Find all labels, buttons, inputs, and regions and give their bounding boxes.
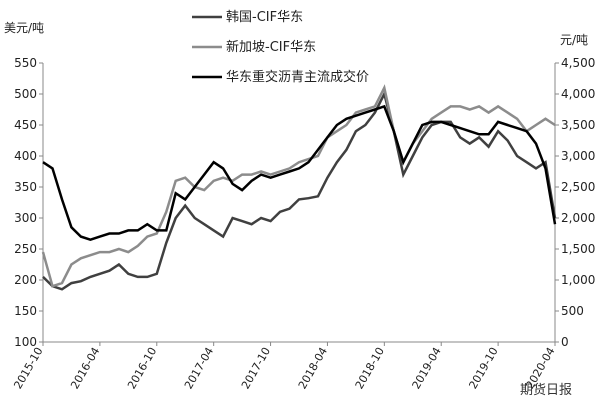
- y2-tick-label: 3,500: [561, 118, 595, 132]
- x-tick-label: 2018-10: [353, 345, 387, 391]
- series-line: [42, 90, 557, 291]
- series-line: [41, 84, 556, 288]
- x-tick-label: 2019-10: [466, 345, 500, 391]
- y-tick-label: 150: [14, 304, 37, 318]
- x-tick-label: 2019-04: [410, 345, 444, 391]
- x-tick-label: 2018-04: [296, 345, 330, 391]
- y-tick-label: 250: [14, 242, 37, 256]
- y-tick-label: 400: [14, 149, 37, 163]
- y-tick-label: 350: [14, 180, 37, 194]
- y-axis-title: 美元/吨: [4, 21, 44, 35]
- x-tick-label: 2017-10: [239, 345, 273, 391]
- watermark: 期货日报: [520, 382, 572, 398]
- x-tick-label: 2016-10: [125, 345, 159, 391]
- y2-tick-label: 1,500: [561, 242, 595, 256]
- y-tick-label: 500: [14, 87, 37, 101]
- y-tick-label: 450: [14, 118, 37, 132]
- y2-tick-label: 500: [561, 304, 584, 318]
- y2-tick-label: 4,500: [561, 56, 595, 70]
- x-tick-label: 2017-04: [182, 345, 216, 391]
- y2-tick-label: 1,000: [561, 273, 595, 287]
- y2-axis-title: 元/吨: [560, 33, 588, 47]
- series-line: [42, 104, 557, 242]
- y2-tick-label: 2,000: [561, 211, 595, 225]
- legend-label: 新加坡-CIF华东: [226, 39, 316, 55]
- y-tick-label: 300: [14, 211, 37, 225]
- y-tick-label: 200: [14, 273, 37, 287]
- legend-label: 华东重交沥青主流成交价: [226, 69, 369, 85]
- y2-tick-label: 4,000: [561, 87, 595, 101]
- y2-tick-label: 3,000: [561, 149, 595, 163]
- legend-label: 韩国-CIF华东: [226, 10, 303, 25]
- x-tick-label: 2016-04: [68, 345, 102, 391]
- x-tick-label: 2015-10: [11, 345, 45, 391]
- y2-tick-label: 2,500: [561, 180, 595, 194]
- y-tick-label: 550: [14, 56, 37, 70]
- y-tick-label: 100: [14, 335, 37, 349]
- y2-tick-label: 0: [561, 335, 569, 349]
